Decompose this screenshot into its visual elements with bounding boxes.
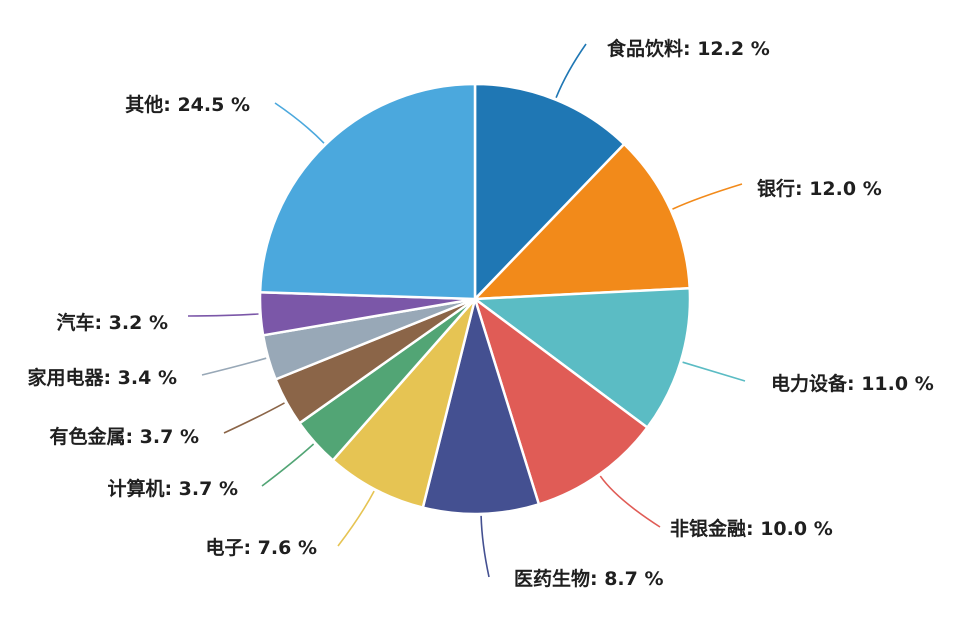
leader-line-9 <box>201 357 267 376</box>
slice-label-11: 其他: 24.5 % <box>125 93 250 116</box>
slice-label-2: 银行: 12.0 % <box>757 177 882 200</box>
slice-label-7: 计算机: 3.7 % <box>107 477 238 500</box>
slice-label-4: 非银金融: 10.0 % <box>670 517 833 540</box>
leader-line-8 <box>223 402 285 434</box>
slice-label-8: 有色金属: 3.7 % <box>49 425 199 448</box>
leader-line-6 <box>337 490 375 547</box>
pie-slice-4 <box>473 297 649 506</box>
labels-layer: 食品饮料: 12.2 % 银行: 12.0 % 电力设备: 11.0 % 非银金融: … <box>27 37 933 590</box>
slice-label-9: 家用电器: 3.4 % <box>27 366 177 389</box>
pie-slice-6 <box>331 297 477 509</box>
leader-line-7 <box>261 443 315 487</box>
slice-label-10: 汽车: 3.2 % <box>56 311 168 334</box>
slices-layer <box>258 82 692 516</box>
leader-line-11 <box>274 102 325 144</box>
leader-lines-layer <box>187 43 746 578</box>
leader-line-5 <box>480 515 490 578</box>
slice-label-6: 电子: 7.6 % <box>205 536 317 559</box>
pie-slice-11 <box>258 82 477 301</box>
pie-slice-5 <box>421 297 541 516</box>
leader-line-3 <box>682 361 746 382</box>
pie-slice-1 <box>473 82 626 301</box>
slice-label-5: 医药生物: 8.7 % <box>514 567 664 590</box>
leader-line-10 <box>187 313 259 317</box>
slice-label-1: 食品饮料: 12.2 % <box>607 37 770 60</box>
pie-slice-3 <box>473 286 692 429</box>
slice-label-3: 电力设备: 11.0 % <box>771 372 934 395</box>
leader-line-2 <box>672 183 743 210</box>
leader-line-4 <box>599 475 661 528</box>
pie-slice-2 <box>473 142 691 301</box>
leader-line-1 <box>555 43 587 99</box>
